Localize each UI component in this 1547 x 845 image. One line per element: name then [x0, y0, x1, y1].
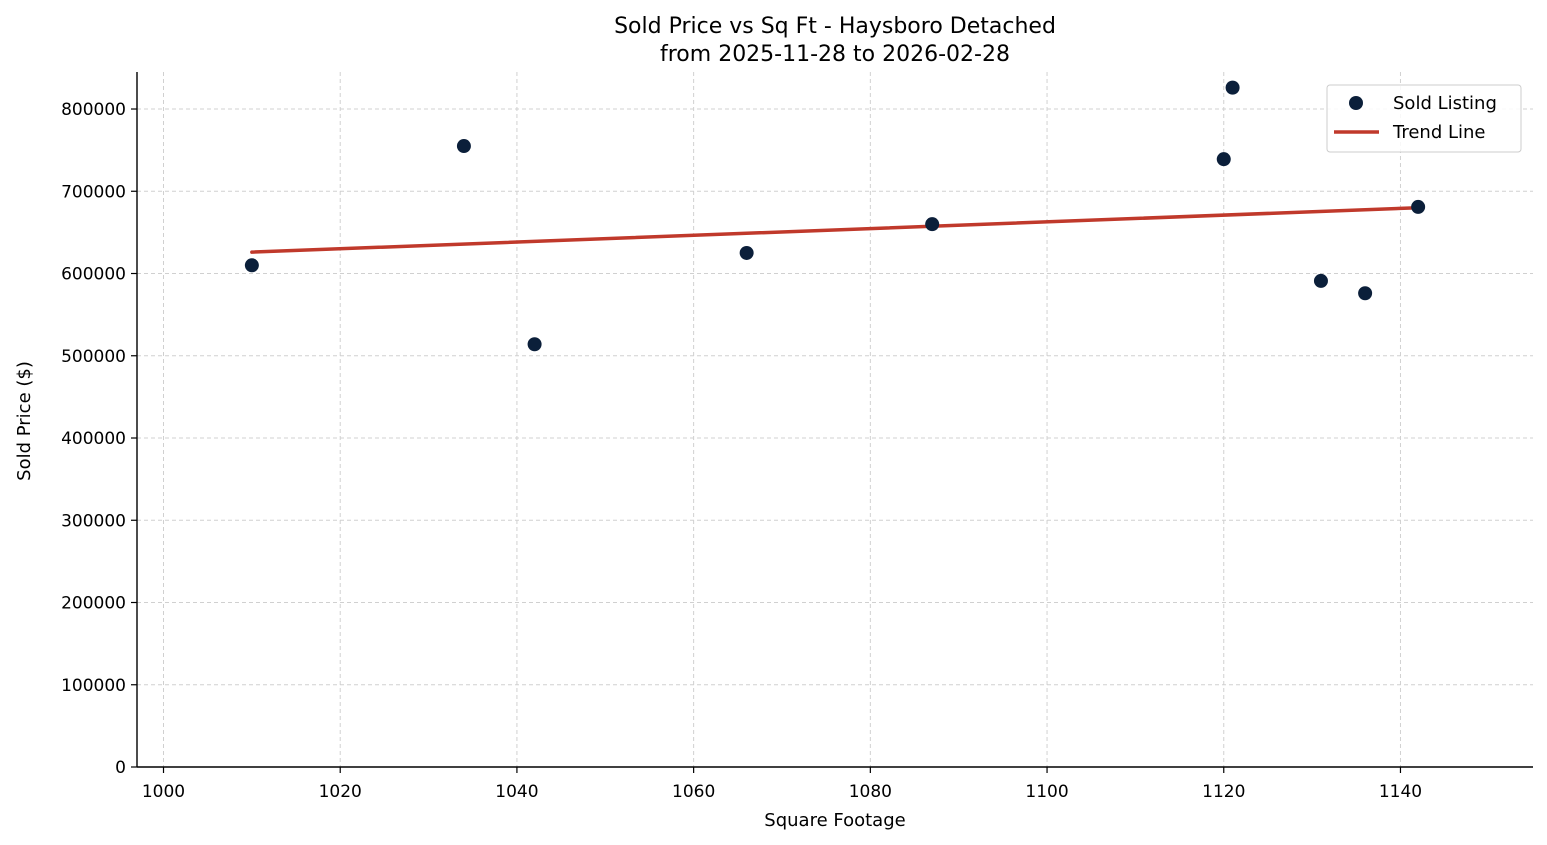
points-layer	[244, 80, 1426, 352]
data-point	[456, 139, 471, 154]
x-tick-label: 1120	[1202, 782, 1245, 802]
axes-layer: 1000 1020 1040 1060 1080 1100 1120 1140 0 100000 2…	[61, 72, 1533, 802]
x-tick-label: 1140	[1379, 782, 1422, 802]
trend-line-layer	[250, 205, 1420, 254]
y-tick-label: 700000	[61, 182, 126, 202]
y-tick-label: 100000	[61, 676, 126, 696]
legend-label-sold-listing: Sold Listing	[1393, 93, 1497, 114]
legend-box	[1326, 84, 1522, 153]
x-tick-label: 1020	[319, 782, 362, 802]
data-point	[1313, 273, 1328, 288]
data-point	[925, 217, 940, 232]
chart-subtitle: from 2025-11-28 to 2026-02-28	[660, 42, 1010, 67]
x-tick-label: 1000	[142, 782, 185, 802]
data-point	[1358, 286, 1373, 301]
trend-line	[250, 205, 1420, 254]
data-point	[244, 258, 259, 273]
data-point	[1225, 80, 1240, 95]
chart-title: Sold Price vs Sq Ft - Haysboro Detached	[614, 14, 1056, 39]
y-tick-label: 400000	[61, 429, 126, 449]
legend: Sold Listing Trend Line	[1326, 84, 1522, 153]
y-tick-label: 500000	[61, 347, 126, 367]
y-tick-label: 600000	[61, 265, 126, 285]
x-tick-label: 1080	[849, 782, 892, 802]
y-tick-label: 300000	[61, 511, 126, 531]
y-tick-label: 200000	[61, 594, 126, 614]
y-tick-label: 800000	[61, 100, 126, 120]
legend-scatter-marker	[1349, 96, 1363, 110]
y-axis-label: Sold Price ($)	[14, 361, 35, 481]
grid-layer	[137, 72, 1533, 768]
legend-label-trend-line: Trend Line	[1392, 122, 1486, 143]
x-tick-label: 1040	[495, 782, 538, 802]
y-tick-label: 0	[115, 758, 126, 778]
data-point	[1411, 199, 1426, 214]
data-point	[527, 337, 542, 352]
x-axis-label: Square Footage	[764, 810, 905, 831]
data-point	[739, 245, 754, 260]
data-point	[1216, 152, 1231, 167]
x-tick-label: 1100	[1025, 782, 1068, 802]
x-tick-label: 1060	[672, 782, 715, 802]
